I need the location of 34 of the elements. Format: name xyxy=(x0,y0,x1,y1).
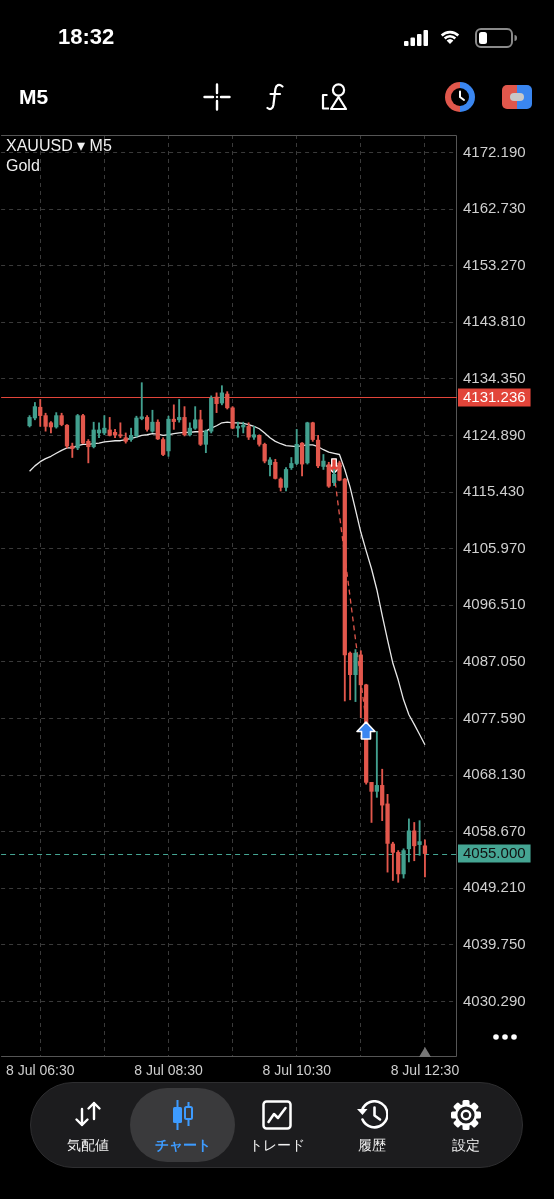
y-tick-label: 4087.050 xyxy=(463,651,526,669)
y-tick-label: 4143.810 xyxy=(463,312,526,330)
y-tick-label: 4162.730 xyxy=(463,199,526,217)
ref-line-label: 4055.000 xyxy=(463,844,526,862)
y-tick-label: 4030.290 xyxy=(463,991,526,1009)
ref-line-label: 4131.236 xyxy=(463,388,526,406)
y-tick-label: 4172.190 xyxy=(463,142,526,160)
candlestick xyxy=(171,404,176,430)
candlestick xyxy=(374,731,379,798)
y-tick-label: 4058.670 xyxy=(463,821,526,839)
x-tick-label: 8 Jul 08:30 xyxy=(134,1062,203,1079)
text: トレード xyxy=(249,1136,305,1154)
x-tick-label: 8 Jul 12:30 xyxy=(390,1062,460,1079)
y-tick-label: 4049.210 xyxy=(463,878,526,896)
y-tick-label: 4124.890 xyxy=(463,425,526,443)
y-tick-label: 4077.590 xyxy=(463,708,526,726)
y-tick-label: 4105.970 xyxy=(463,538,526,556)
y-tick-label: 4096.510 xyxy=(463,595,526,613)
text: 気配値 xyxy=(67,1136,109,1154)
chart-title: XAUUSD ▾ M5 xyxy=(6,136,112,155)
x-tick-label: 8 Jul 10:30 xyxy=(262,1062,332,1079)
candlestick xyxy=(177,399,182,423)
text: 18:32 xyxy=(58,24,115,50)
y-tick-label: 4068.130 xyxy=(463,765,526,783)
text: チャート xyxy=(155,1136,211,1154)
text: 履歴 xyxy=(358,1136,386,1154)
text: Gold xyxy=(6,156,40,175)
y-tick-label: 4039.750 xyxy=(463,934,526,952)
y-tick-label: 4134.350 xyxy=(463,368,526,386)
y-tick-label: 4153.270 xyxy=(463,255,526,273)
x-tick-label: 8 Jul 06:30 xyxy=(6,1062,75,1079)
text: M5 xyxy=(19,85,49,109)
y-tick-label: 4115.430 xyxy=(463,482,525,500)
text: 設定 xyxy=(452,1136,480,1154)
